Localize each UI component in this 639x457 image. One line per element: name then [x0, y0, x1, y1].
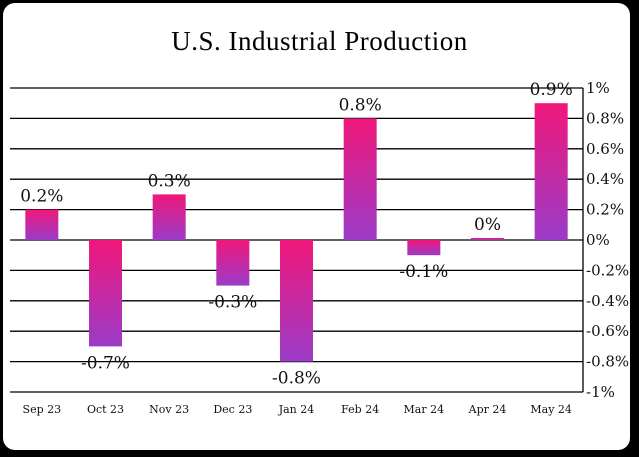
y-tick-label: 1%	[586, 79, 610, 97]
x-tick-label: Sep 23	[23, 403, 62, 416]
data-label: 0.9%	[530, 80, 573, 100]
x-tick-label: Dec 23	[213, 403, 252, 416]
bar	[534, 103, 568, 240]
bar	[216, 240, 250, 286]
y-tick-label: -0.8%	[586, 353, 629, 371]
data-label: 0.2%	[20, 187, 63, 207]
y-tick-label: -0.4%	[586, 292, 629, 310]
y-tick-label: 0.8%	[586, 109, 624, 127]
x-tick-label: May 24	[530, 403, 572, 416]
y-tick-label: -0.6%	[586, 322, 629, 340]
bar	[25, 209, 59, 240]
data-label: -0.3%	[208, 293, 257, 313]
bars	[25, 103, 568, 362]
chart-title: U.S. Industrial Production	[171, 26, 468, 56]
bar	[89, 240, 122, 347]
data-label: 0.3%	[148, 171, 191, 191]
y-tick-label: 0%	[586, 231, 610, 249]
data-label: 0.8%	[339, 95, 382, 115]
data-labels: 0.2% -0.7% 0.3% -0.3% -0.8% 0.8% -0.1% 0% 0.9%	[20, 80, 573, 388]
data-label: -0.1%	[399, 262, 448, 282]
x-tick-label: Apr 24	[468, 403, 507, 416]
data-label: -0.7%	[81, 353, 130, 373]
bar	[471, 238, 504, 240]
y-tick-label: 0.2%	[586, 201, 624, 219]
data-label: 0%	[474, 215, 501, 235]
x-axis-ticks: Sep 23 Oct 23 Nov 23 Dec 23 Jan 24 Feb 24 Mar …	[23, 403, 572, 416]
x-tick-label: Nov 23	[149, 403, 189, 416]
bar	[407, 240, 441, 256]
x-tick-label: Mar 24	[404, 403, 445, 416]
chart-frame	[3, 3, 630, 450]
x-tick-label: Jan 24	[278, 403, 315, 416]
y-tick-label: -0.2%	[586, 261, 629, 279]
bar	[152, 194, 186, 240]
y-tick-label: 0.4%	[586, 170, 624, 188]
y-tick-label: 0.6%	[586, 140, 624, 158]
y-tick-label: -1%	[586, 383, 615, 401]
data-label: -0.8%	[272, 369, 321, 389]
x-tick-label: Feb 24	[341, 403, 379, 416]
y-axis-ticks: 1% 0.8% 0.6% 0.4% 0.2% 0% -0.2% -0.4% -0.6% -0.8%…	[586, 79, 629, 401]
bar	[280, 240, 313, 362]
bar	[343, 118, 377, 240]
x-tick-label: Oct 23	[87, 403, 124, 416]
